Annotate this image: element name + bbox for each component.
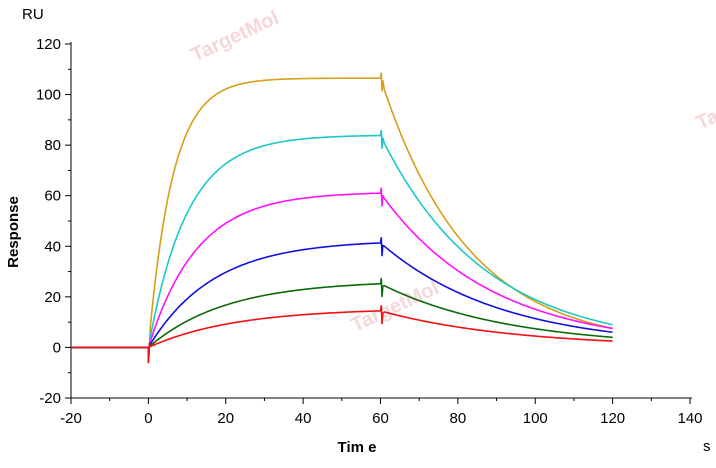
watermark-1: TargetMol [348,277,443,337]
axes: -20 0 20 40 60 80 100 120 -20 0 20 40 60 80 100 120 140 [36,36,703,427]
watermarks: TargetMol TargetMol TargetMol [188,7,716,337]
watermark-0: TargetMol [188,7,283,67]
y-tick-label-6: 100 [36,87,61,104]
series-line-4 [71,237,613,361]
x-unit-label: s [703,438,711,455]
x-tick-label-7: 120 [600,410,625,427]
x-tick-label-0: -20 [60,410,82,427]
watermark-2: TargetMol [693,75,716,135]
x-tick-label-8: 140 [677,410,702,427]
y-tick-label-7: 120 [36,36,61,53]
y-unit-label: RU [22,6,44,23]
y-tick-label-0: -20 [39,390,61,407]
x-tick-label-4: 60 [372,410,389,427]
series-line-1 [71,72,613,356]
series-layer [71,72,613,364]
x-tick-label-1: 0 [144,410,152,427]
x-tick-label-2: 20 [217,410,234,427]
series-line-2 [71,129,613,358]
y-tick-label-2: 20 [44,289,61,306]
y-tick-label-3: 40 [44,238,61,255]
series-line-3 [71,187,613,359]
y-axis-title: Response [5,196,22,268]
y-tick-label-1: 0 [53,339,61,356]
series-line-6 [71,305,613,364]
x-tick-label-6: 100 [523,410,548,427]
x-tick-label-3: 40 [295,410,312,427]
series-line-5 [71,277,613,362]
x-axis-title: Tim e [338,439,377,456]
y-tick-label-4: 60 [44,188,61,205]
y-tick-label-5: 80 [44,137,61,154]
x-tick-label-5: 80 [450,410,467,427]
